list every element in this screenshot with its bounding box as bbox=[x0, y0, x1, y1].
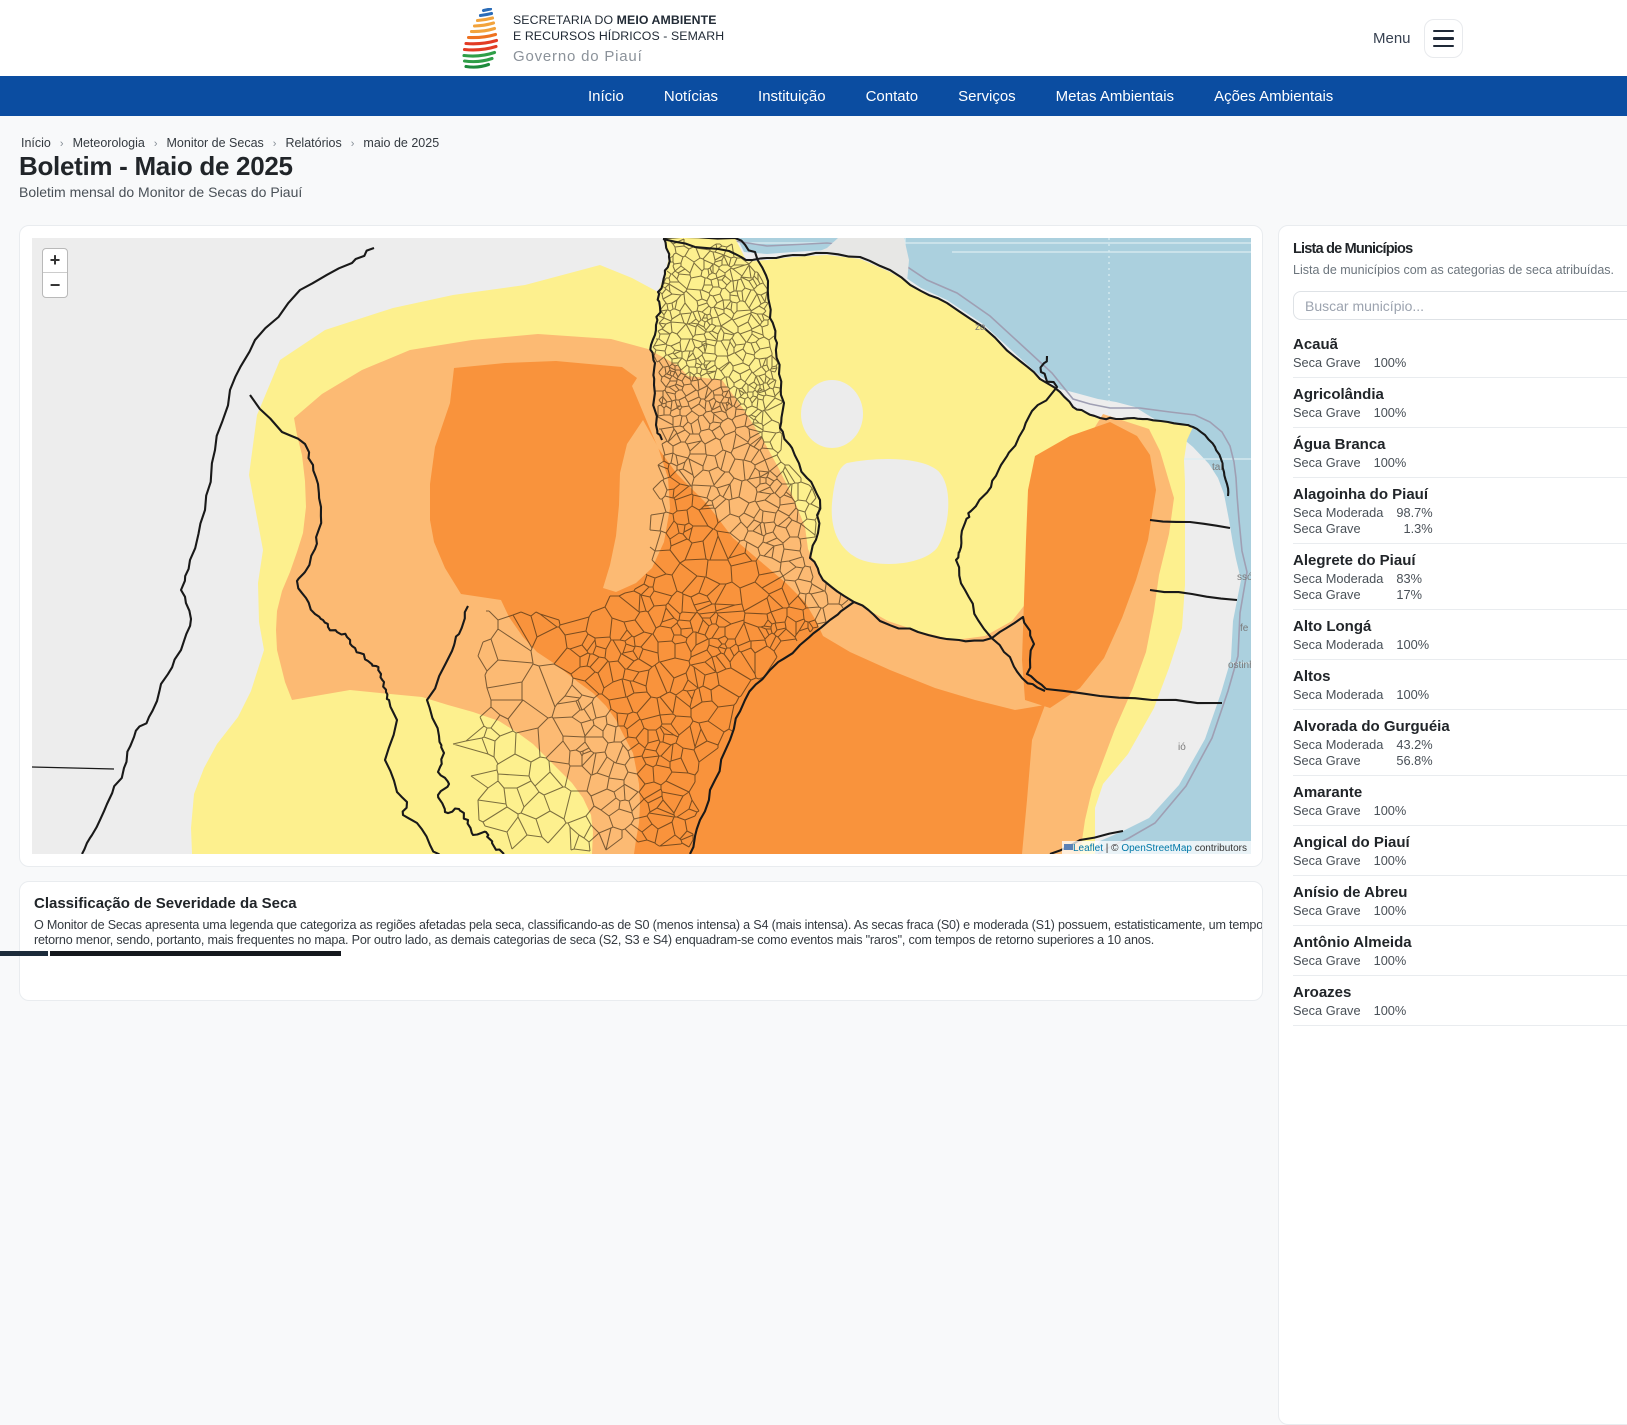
svg-text:ostinho: ostinho bbox=[1228, 660, 1251, 671]
svg-text:tal: tal bbox=[1212, 462, 1223, 473]
svg-text:fe: fe bbox=[1240, 623, 1249, 634]
svg-text:ssó: ssó bbox=[1237, 572, 1251, 583]
svg-text:Leaflet | © OpenStreetMap cont: Leaflet | © OpenStreetMap contributors bbox=[1073, 843, 1247, 854]
svg-text:za: za bbox=[975, 322, 986, 333]
svg-text:ió: ió bbox=[1178, 742, 1186, 753]
